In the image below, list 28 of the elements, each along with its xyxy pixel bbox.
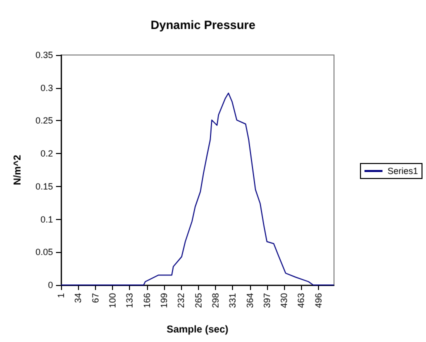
x-tick-label: 100 <box>107 293 118 308</box>
legend-label: Series1 <box>387 166 418 176</box>
x-axis-title: Sample (sec) <box>166 324 228 336</box>
x-tick-label: 133 <box>124 293 135 308</box>
x-tick-label: 430 <box>279 293 290 308</box>
y-tick-label: 0.15 <box>35 181 53 192</box>
x-tick-label: 331 <box>228 293 238 308</box>
y-tick-label: 0.35 <box>35 50 53 60</box>
x-tick-label: 199 <box>158 293 169 308</box>
x-tick-label: 463 <box>296 293 306 308</box>
y-tick-label: 0.3 <box>40 82 53 93</box>
chart-title: Dynamic Pressure <box>150 18 256 32</box>
y-tick-label: 0.2 <box>40 148 53 159</box>
x-tick-label: 232 <box>176 293 186 308</box>
y-axis-title: N/m^2 <box>12 154 24 186</box>
x-tick-label: 298 <box>210 293 220 308</box>
y-tick-label: 0.1 <box>40 214 53 224</box>
y-tick-label: 0.05 <box>35 247 53 258</box>
x-tick-label: 496 <box>313 293 324 308</box>
x-tick-label: 1 <box>56 293 66 298</box>
x-tick-label: 67 <box>90 293 100 304</box>
x-tick-label: 265 <box>193 293 204 308</box>
x-tick-label: 34 <box>73 293 84 304</box>
x-tick-label: 166 <box>142 293 152 308</box>
y-tick-label: 0 <box>48 280 53 290</box>
y-tick-label: 0.25 <box>35 116 53 126</box>
x-tick-label: 397 <box>262 293 272 308</box>
x-tick-label: 364 <box>244 293 255 308</box>
